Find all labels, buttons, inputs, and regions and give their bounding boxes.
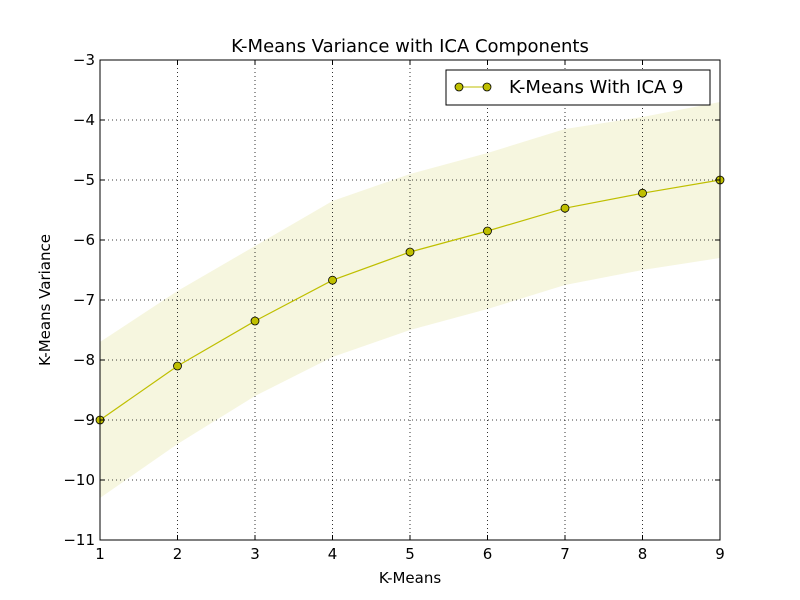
data-point	[638, 188, 647, 198]
y-tick-label: −6	[73, 231, 95, 249]
legend: K-Means With ICA 9	[445, 69, 711, 106]
x-axis-label: K-Means	[379, 569, 442, 587]
x-tick-label: 6	[483, 545, 493, 563]
x-tick-label: 3	[250, 545, 260, 563]
y-tick-label: −5	[73, 171, 95, 189]
data-point	[560, 203, 570, 213]
y-axis-label: K-Means Variance	[36, 234, 54, 366]
y-tick-label: −4	[73, 111, 95, 129]
legend-marker	[482, 82, 492, 92]
data-point	[483, 226, 492, 236]
x-tick-label: 5	[405, 545, 415, 563]
tick-layer: 1 2 3 4 5 6 7 8 9 −11 −10 −9 −8 −7 −6 −5 −4 −3	[63, 51, 724, 563]
y-tick-label: −8	[73, 351, 95, 369]
series-layer	[95, 175, 725, 425]
y-tick-label: −9	[73, 411, 95, 429]
x-tick-label: 9	[715, 545, 725, 563]
legend-marker	[454, 82, 464, 92]
data-point	[328, 275, 337, 285]
x-tick-label: 7	[560, 545, 570, 563]
chart-title: K-Means Variance with ICA Components	[231, 36, 589, 57]
legend-box	[445, 69, 711, 106]
data-point	[173, 361, 182, 371]
x-tick-label: 4	[328, 545, 338, 563]
legend-label: K-Means With ICA 9	[509, 77, 684, 98]
data-point	[405, 247, 415, 257]
y-tick-label: −11	[63, 531, 95, 549]
x-tick-label: 1	[95, 545, 105, 563]
grid-layer	[100, 60, 720, 540]
x-tick-label: 2	[173, 545, 183, 563]
data-point	[250, 316, 260, 326]
y-tick-label: −7	[73, 291, 95, 309]
x-tick-label: 8	[638, 545, 648, 563]
y-tick-label: −3	[73, 51, 95, 69]
y-tick-label: −10	[63, 471, 95, 489]
